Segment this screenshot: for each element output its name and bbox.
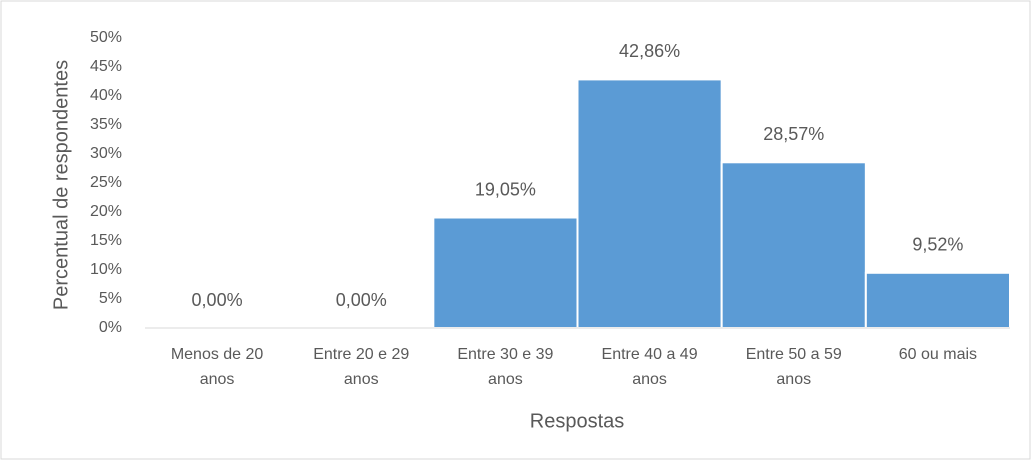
y-axis-title: Percentual de respondentes: [50, 60, 72, 310]
y-tick-label: 25%: [90, 174, 122, 191]
data-label: 9,52%: [912, 235, 963, 255]
y-tick-label: 40%: [90, 87, 122, 104]
x-tick-label: Menos de 20 anos: [170, 346, 264, 388]
bar: [576, 78, 723, 329]
y-tick-label: 20%: [90, 203, 122, 220]
y-tick-label: 10%: [90, 261, 122, 278]
x-tick-label: Entre 50 a 59 anos: [745, 346, 842, 388]
y-tick-label: 0%: [99, 319, 122, 336]
y-tick-label: 15%: [90, 232, 122, 249]
data-label: 0,00%: [336, 290, 387, 310]
x-tick-label: Entre 40 a 49 anos: [601, 346, 698, 388]
data-label: 28,57%: [763, 124, 824, 144]
data-label: 19,05%: [475, 179, 536, 199]
data-label: 42,86%: [619, 41, 680, 61]
y-tick-label: 45%: [90, 58, 122, 75]
y-tick-label: 35%: [90, 116, 122, 133]
data-label: 0,00%: [192, 290, 243, 310]
y-tick-label: 5%: [99, 290, 122, 307]
bar: [864, 271, 1011, 329]
y-tick-label: 50%: [90, 29, 122, 46]
y-tick-label: 30%: [90, 145, 122, 162]
bar: [720, 161, 867, 329]
x-axis-title: Respostas: [530, 410, 625, 432]
x-tick-label: Entre 20 e 29 anos: [313, 346, 410, 388]
x-tick-label: Entre 30 e 39 anos: [457, 346, 554, 388]
bar: [432, 216, 579, 329]
x-tick-label: 60 ou mais: [898, 346, 978, 363]
